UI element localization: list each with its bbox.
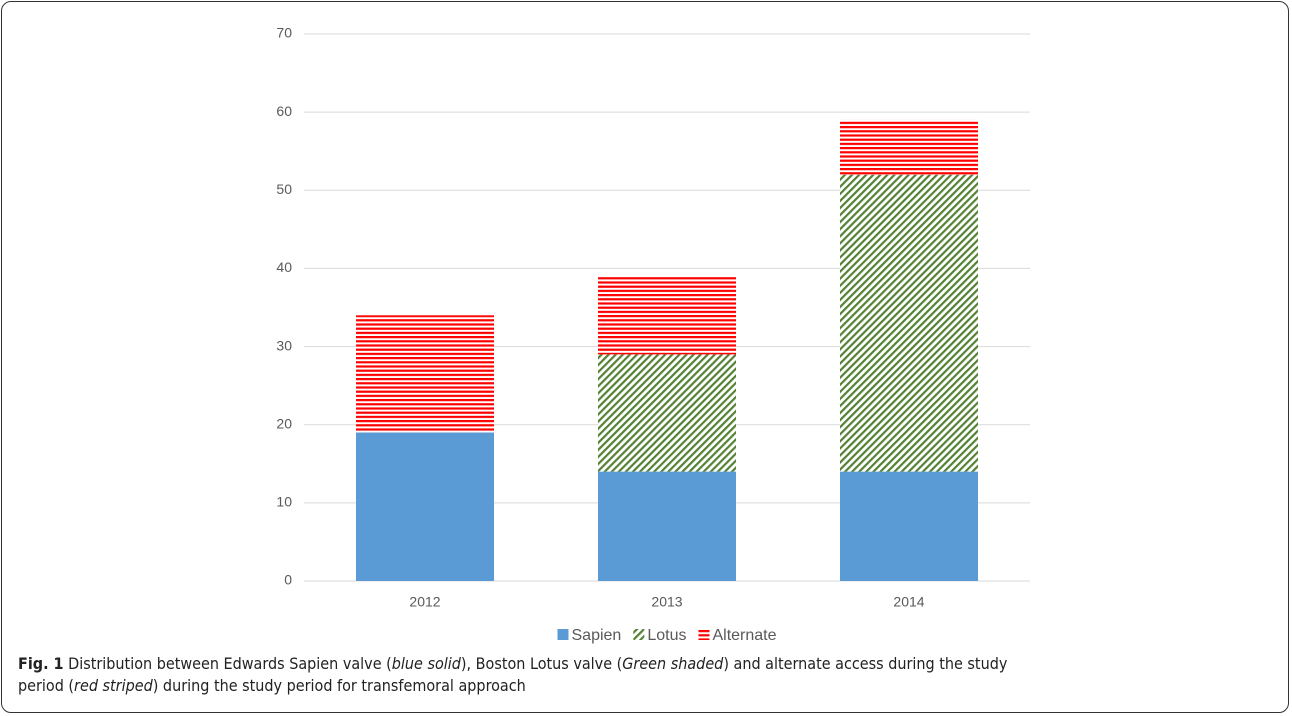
caption-text: blue solid [391,654,461,673]
bar-segment [840,119,978,175]
y-tick-label: 30 [276,337,292,353]
caption-text: Green shaded [622,654,724,673]
legend-marker [557,629,569,640]
y-tick-label: 20 [276,415,292,431]
y-tick-label: 10 [276,494,292,510]
bar-segment [356,432,494,581]
x-tick-label: 2014 [893,594,924,610]
caption: Fig. 1 Distribution between Edwards Sapi… [18,653,1038,697]
caption-label: Fig. 1 [18,654,64,673]
caption-text: ) during the study period for transfemor… [152,676,526,695]
x-tick-label: 2013 [651,594,682,610]
caption-text: red striped [74,676,153,695]
bar-segment [840,471,978,581]
y-tick-label: 60 [276,103,292,119]
y-tick-label: 50 [276,181,292,197]
caption-text: ), Boston Lotus valve ( [460,654,623,673]
legend-label: Lotus [647,627,686,644]
y-tick-label: 40 [276,259,292,275]
bar-segment [598,276,736,355]
x-tick-label: 2012 [409,594,440,610]
bar-segment [598,471,736,581]
legend-label: Sapien [571,627,621,644]
bar-segment [356,315,494,433]
bar-segment [840,174,978,472]
y-tick-label: 70 [276,25,292,41]
legend-label: Alternate [712,627,776,644]
legend-marker [633,629,645,640]
caption-text: Distribution between Edwards Sapien valv… [68,654,392,673]
caption-text: ) and alternate access during the study … [18,654,1008,695]
bar-segment [598,354,736,472]
legend-marker [698,629,710,640]
y-tick-label: 0 [284,572,292,588]
legend: Sapien Lotus Alternate [557,627,777,644]
